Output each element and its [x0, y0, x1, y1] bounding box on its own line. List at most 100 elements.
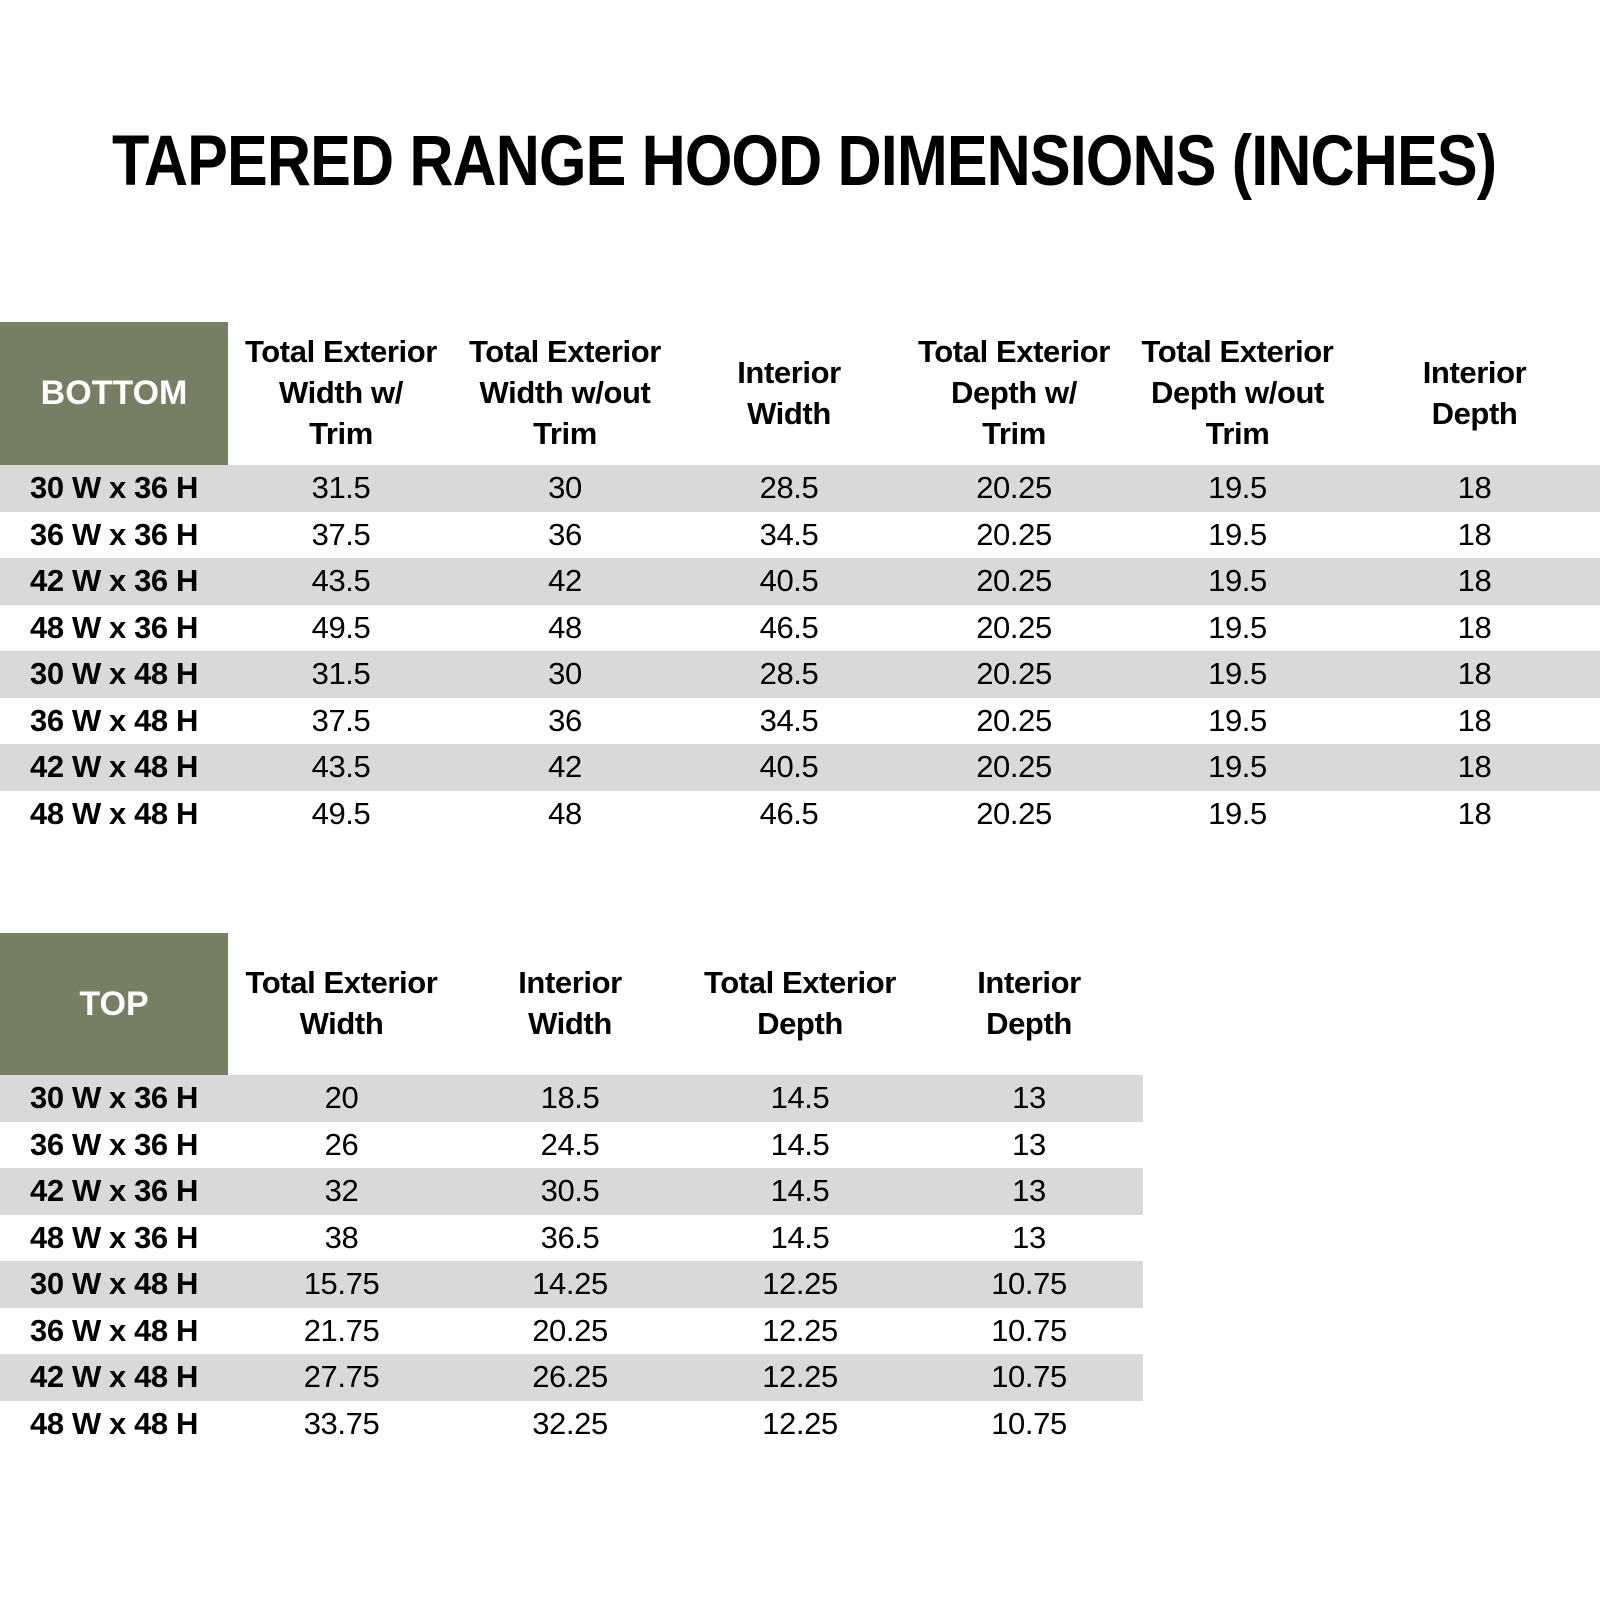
dimension-value-cell: 18 [1457, 702, 1492, 738]
dimension-value-cell: 20.25 [976, 563, 1052, 599]
dimension-value-cell: 12.25 [762, 1312, 838, 1348]
dimension-value-cell: 13 [1012, 1173, 1046, 1209]
bottom-dimensions-table: BOTTOM Total Exterior Width w/ Trim Tota… [0, 322, 1600, 837]
row-label-size: 30 W x 36 H [30, 470, 198, 506]
dimension-value-cell: 37.5 [311, 516, 371, 552]
column-header-interior-depth: Interior Depth [1422, 354, 1527, 431]
dimension-value-cell: 14.5 [770, 1219, 830, 1255]
dimension-value-cell: 19.5 [1208, 702, 1267, 738]
dimension-value-cell: 40.5 [759, 749, 819, 785]
bottom-table-corner-label: BOTTOM [0, 322, 228, 465]
dimension-value-cell: 48 [548, 795, 582, 831]
dimension-value-cell: 18 [1457, 656, 1492, 692]
dimension-value-cell: 33.75 [303, 1405, 380, 1441]
dimension-value-cell: 12.25 [762, 1359, 838, 1395]
dimension-value-cell: 18 [1457, 516, 1492, 552]
table-row: 42 W x 36 H 32 30.5 14.5 13 [0, 1168, 1143, 1215]
table-row: 48 W x 48 H 33.75 32.25 12.25 10.75 [0, 1401, 1143, 1448]
dimension-value-cell: 18 [1457, 795, 1492, 831]
table-row: 36 W x 36 H 26 24.5 14.5 13 [0, 1122, 1143, 1169]
row-label-size: 48 W x 48 H [30, 795, 198, 831]
dimension-value-cell: 14.25 [532, 1266, 608, 1302]
dimension-value-cell: 42 [548, 749, 582, 785]
row-label-size: 30 W x 48 H [30, 656, 198, 692]
dimension-value-cell: 15.75 [303, 1266, 380, 1302]
dimension-value-cell: 36.5 [540, 1219, 600, 1255]
row-label-size: 42 W x 48 H [30, 749, 198, 785]
table-row: 42 W x 36 H 43.5 42 40.5 20.25 19.5 18 [0, 558, 1600, 605]
dimension-value-cell: 46.5 [759, 609, 819, 645]
column-header-total-exterior-width: Total Exterior Width [245, 965, 438, 1041]
column-header-interior-depth: Interior Depth [977, 965, 1081, 1041]
dimension-value-cell: 18 [1457, 470, 1492, 506]
table-row: 30 W x 48 H 31.5 30 28.5 20.25 19.5 18 [0, 651, 1600, 698]
column-header-total-exterior-depth-wout-trim: Total Exterior Depth w/out Trim [1141, 334, 1334, 451]
dimension-value-cell: 46.5 [759, 795, 819, 831]
dimension-value-cell: 28.5 [759, 656, 819, 692]
dimension-value-cell: 19.5 [1208, 749, 1267, 785]
row-label-size: 36 W x 48 H [30, 1312, 198, 1348]
dimension-value-cell: 20.25 [976, 516, 1052, 552]
row-label-size: 42 W x 36 H [30, 563, 198, 599]
page-title: TAPERED RANGE HOOD DIMENSIONS (INCHES) [112, 122, 1497, 201]
dimension-value-cell: 18.5 [540, 1080, 600, 1116]
table-row: 30 W x 36 H 31.5 30 28.5 20.25 19.5 18 [0, 465, 1600, 512]
dimension-value-cell: 13 [1012, 1126, 1046, 1162]
dimension-value-cell: 20.25 [532, 1312, 608, 1348]
column-header-total-exterior-depth-w-trim: Total Exterior Depth w/ Trim [918, 334, 1110, 451]
row-label-size: 42 W x 36 H [30, 1173, 198, 1209]
dimension-value-cell: 20.25 [976, 656, 1052, 692]
column-header-total-exterior-width-wout-trim: Total Exterior Width w/out Trim [469, 334, 661, 451]
dimension-value-cell: 31.5 [311, 470, 371, 506]
dimension-value-cell: 13 [1012, 1080, 1046, 1116]
table-row: 36 W x 36 H 37.5 36 34.5 20.25 19.5 18 [0, 512, 1600, 559]
dimension-value-cell: 19.5 [1208, 795, 1267, 831]
top-table-corner-label: TOP [0, 933, 228, 1075]
table-row: 48 W x 36 H 49.5 48 46.5 20.25 19.5 18 [0, 605, 1600, 652]
dimension-value-cell: 20.25 [976, 609, 1052, 645]
dimension-value-cell: 34.5 [759, 516, 819, 552]
dimension-value-cell: 21.75 [303, 1312, 380, 1348]
table-row: 30 W x 36 H 20 18.5 14.5 13 [0, 1075, 1143, 1122]
dimension-value-cell: 14.5 [770, 1126, 830, 1162]
bottom-table-header-row: BOTTOM Total Exterior Width w/ Trim Tota… [0, 322, 1600, 465]
dimension-value-cell: 32 [324, 1173, 359, 1209]
dimension-value-cell: 18 [1457, 563, 1492, 599]
row-label-size: 36 W x 36 H [30, 1126, 198, 1162]
dimension-value-cell: 36 [548, 516, 582, 552]
dimension-value-cell: 14.5 [770, 1173, 830, 1209]
dimension-value-cell: 24.5 [540, 1126, 600, 1162]
row-label-size: 36 W x 36 H [30, 516, 198, 552]
dimension-value-cell: 49.5 [311, 795, 371, 831]
dimension-value-cell: 18 [1457, 609, 1492, 645]
dimension-value-cell: 20.25 [976, 749, 1052, 785]
row-label-size: 42 W x 48 H [30, 1359, 198, 1395]
column-header-interior-width: Interior Width [518, 965, 622, 1041]
table-row: 30 W x 48 H 15.75 14.25 12.25 10.75 [0, 1261, 1143, 1308]
dimension-value-cell: 20.25 [976, 795, 1052, 831]
table-row: 48 W x 36 H 38 36.5 14.5 13 [0, 1215, 1143, 1262]
dimension-value-cell: 12.25 [762, 1266, 838, 1302]
dimension-value-cell: 19.5 [1208, 470, 1267, 506]
table-row: 42 W x 48 H 27.75 26.25 12.25 10.75 [0, 1354, 1143, 1401]
top-dimensions-table: TOP Total Exterior Width Interior Width … [0, 933, 1143, 1447]
dimension-value-cell: 12.25 [762, 1405, 838, 1441]
dimension-value-cell: 43.5 [311, 563, 371, 599]
row-label-size: 48 W x 48 H [30, 1405, 198, 1441]
dimension-value-cell: 20 [324, 1080, 359, 1116]
dimension-value-cell: 19.5 [1208, 609, 1267, 645]
dimension-value-cell: 26 [324, 1126, 359, 1162]
dimension-value-cell: 43.5 [311, 749, 371, 785]
dimension-value-cell: 10.75 [991, 1312, 1067, 1348]
dimension-value-cell: 34.5 [759, 702, 819, 738]
dimension-value-cell: 30 [548, 470, 582, 506]
dimension-value-cell: 13 [1012, 1219, 1046, 1255]
dimension-value-cell: 37.5 [311, 702, 371, 738]
dimension-value-cell: 27.75 [303, 1359, 380, 1395]
dimension-value-cell: 38 [324, 1219, 359, 1255]
dimension-value-cell: 10.75 [991, 1359, 1067, 1395]
dimension-value-cell: 10.75 [991, 1266, 1067, 1302]
table-row: 36 W x 48 H 37.5 36 34.5 20.25 19.5 18 [0, 698, 1600, 745]
row-label-size: 30 W x 48 H [30, 1266, 198, 1302]
